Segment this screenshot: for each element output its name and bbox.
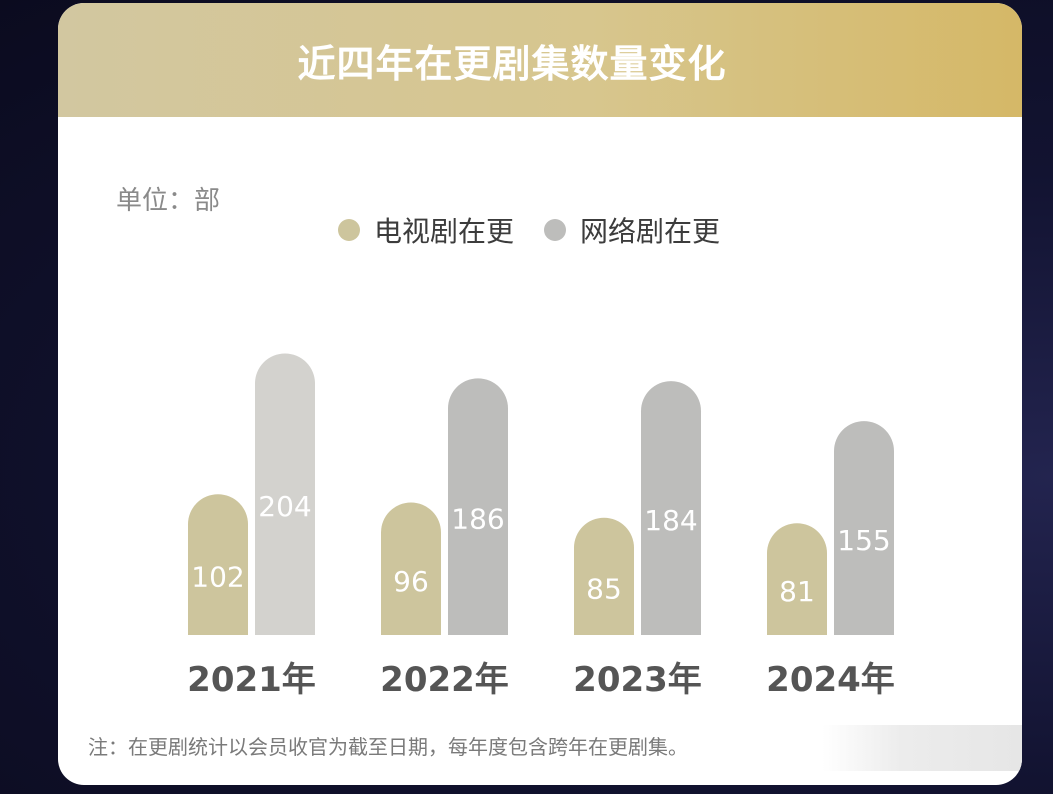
bar-label-web-0: 204 (258, 490, 311, 523)
bar-web-3 (834, 421, 894, 635)
legend-item-web: 网络剧在更 (544, 210, 720, 250)
bar-tv-0 (188, 494, 248, 635)
footnote: 注：在更剧统计以会员收官为截至日期，每年度包含跨年在更剧集。 (88, 735, 688, 759)
fade-overlay (822, 725, 1022, 771)
bar-label-tv-2: 85 (586, 572, 622, 605)
legend-label-web: 网络剧在更 (580, 215, 721, 248)
bar-label-tv-0: 102 (191, 561, 244, 594)
x-tick-label-2: 2023年 (573, 660, 702, 700)
legend: 电视剧在更 网络剧在更 (338, 210, 750, 250)
bar-label-web-3: 155 (837, 524, 890, 557)
bar-web-1 (448, 378, 508, 635)
bar-web-0 (255, 353, 316, 635)
legend-dot-web (544, 219, 567, 241)
bar-label-web-2: 184 (644, 504, 697, 537)
bar-tv-3 (767, 523, 827, 635)
x-tick-label-3: 2024年 (766, 660, 895, 700)
bar-tv-2 (574, 517, 634, 635)
bar-web-2 (641, 381, 701, 635)
bar-label-tv-3: 81 (779, 575, 815, 608)
legend-dot-tv (338, 219, 360, 241)
chart-header: 近四年在更剧集数量变化 (58, 3, 1022, 117)
bar-label-web-1: 186 (451, 503, 504, 536)
chart-card: 近四年在更剧集数量变化 单位：部 电视剧在更 网络剧在更 102 204 2021年… (58, 3, 1022, 785)
bar-chart: 102 204 2021年 96 186 2022年 85 184 2023年 81 155 2024… (187, 353, 895, 700)
bar-tv-1 (381, 502, 441, 635)
legend-label-tv: 电视剧在更 (374, 215, 515, 248)
legend-item-tv: 电视剧在更 (338, 210, 514, 250)
unit-label: 单位：部 (116, 186, 221, 216)
x-tick-label-0: 2021年 (187, 660, 316, 700)
x-tick-label-1: 2022年 (380, 660, 509, 700)
chart-title: 近四年在更剧集数量变化 (297, 41, 727, 86)
bar-label-tv-1: 96 (393, 565, 429, 598)
